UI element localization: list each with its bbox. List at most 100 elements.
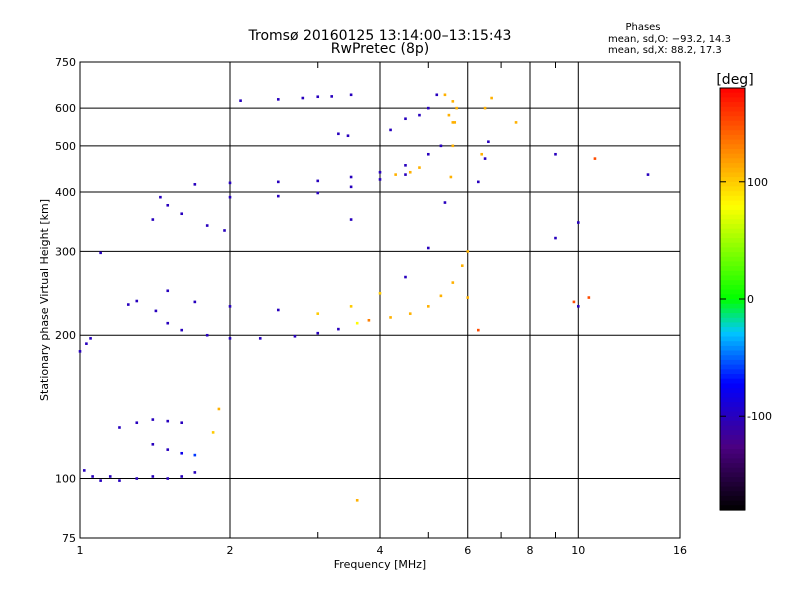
echo-point	[483, 106, 487, 110]
echo-point	[367, 318, 371, 322]
echo-point	[453, 121, 457, 124]
echo-point	[154, 309, 158, 313]
echo-point	[426, 305, 430, 308]
colorbar-band	[720, 453, 745, 460]
colorbar-band	[720, 439, 745, 445]
echo-point	[408, 312, 412, 315]
echo-point	[408, 170, 412, 174]
echo-point	[426, 246, 430, 250]
phases-mean-x: mean, sd,X: 88.2, 17.3	[608, 45, 722, 56]
echo-point	[355, 321, 359, 325]
echo-point	[389, 316, 392, 319]
x-axis-label: Frequency [MHz]	[334, 558, 426, 571]
echo-point	[151, 475, 155, 478]
colorbar-band	[720, 284, 745, 291]
echo-point	[346, 134, 350, 138]
echo-point	[349, 93, 353, 97]
colorbar-band	[720, 374, 745, 380]
colorbar-band	[720, 102, 745, 108]
echo-point	[166, 419, 170, 423]
x-tick-label: 1	[77, 544, 84, 557]
y-tick-label: 100	[55, 473, 76, 486]
colorbar-band	[720, 275, 745, 281]
echo-point	[426, 106, 430, 110]
colorbar-label: [deg]	[716, 72, 753, 88]
echo-point	[389, 128, 392, 132]
echo-point	[166, 477, 170, 480]
colorbar-band	[720, 158, 745, 164]
echo-point	[228, 305, 232, 308]
echo-point	[435, 93, 439, 97]
colorbar-band	[720, 345, 745, 352]
echo-point	[193, 453, 197, 457]
echo-point	[228, 181, 232, 185]
echo-point	[211, 431, 215, 434]
colorbar-band	[720, 350, 745, 356]
echo-point	[587, 296, 591, 299]
echo-point	[593, 157, 597, 160]
echo-point	[217, 407, 221, 411]
echo-point	[576, 305, 580, 308]
x-tick-label: 16	[673, 544, 687, 557]
echo-point	[135, 299, 139, 303]
echo-point	[316, 95, 320, 99]
y-tick-label: 300	[55, 245, 76, 258]
colorbar-band	[720, 406, 745, 413]
echo-point	[108, 475, 112, 478]
y-tick-label: 600	[55, 102, 76, 115]
colorbar-band	[720, 364, 745, 370]
echo-point	[166, 203, 170, 207]
echo-point	[118, 479, 121, 482]
echo-point	[180, 451, 184, 455]
colorbar-band	[720, 125, 745, 131]
colorbar-band	[720, 139, 745, 145]
colorbar-band	[720, 88, 745, 94]
plot-area: 1 2 4 6 8 10 16 75 100 200 300 400 500 600 750	[55, 56, 687, 557]
x-tick-label: 2	[227, 544, 234, 557]
colorbar-tick-label: 0	[747, 293, 754, 306]
echo-point	[490, 96, 493, 100]
echo-point	[316, 191, 320, 195]
colorbar-band	[720, 256, 745, 263]
echo-point	[572, 300, 576, 304]
colorbar-band	[720, 144, 745, 150]
colorbar-band	[720, 397, 745, 403]
colorbar-band	[720, 463, 745, 469]
echo-point	[439, 144, 443, 148]
echo-point	[205, 224, 209, 227]
colorbar-band	[720, 106, 745, 113]
echo-point	[166, 289, 170, 293]
colorbar-band	[720, 388, 745, 394]
echo-point	[316, 312, 320, 315]
echo-point	[276, 194, 280, 198]
echo-point	[193, 300, 197, 304]
echo-point	[466, 250, 470, 253]
colorbar-band	[720, 200, 745, 206]
colorbar-band	[720, 289, 745, 295]
echo-point	[330, 95, 334, 98]
echo-point	[451, 281, 455, 284]
echo-point	[514, 121, 518, 124]
colorbar-band	[720, 420, 745, 427]
echo-point	[378, 170, 382, 174]
echo-point	[349, 175, 353, 179]
colorbar-band	[720, 477, 745, 483]
colorbar-band	[720, 402, 745, 408]
colorbar-band	[720, 378, 745, 384]
colorbar-band	[720, 186, 745, 192]
y-tick-label: 500	[55, 140, 76, 153]
colorbar-band	[720, 181, 745, 188]
colorbar-band	[720, 495, 745, 502]
colorbar-band	[720, 219, 745, 225]
echo-point	[180, 328, 184, 332]
colorbar-band	[720, 247, 745, 253]
echo-point	[301, 96, 305, 100]
x-tick-label: 10	[571, 544, 585, 557]
y-tick-label: 750	[55, 56, 76, 69]
y-axis-label: Stationary phase Virtual Height [km]	[38, 199, 51, 401]
colorbar-band	[720, 111, 745, 117]
echo-point	[443, 93, 447, 97]
echo-point	[449, 175, 453, 179]
colorbar-band	[720, 336, 745, 342]
